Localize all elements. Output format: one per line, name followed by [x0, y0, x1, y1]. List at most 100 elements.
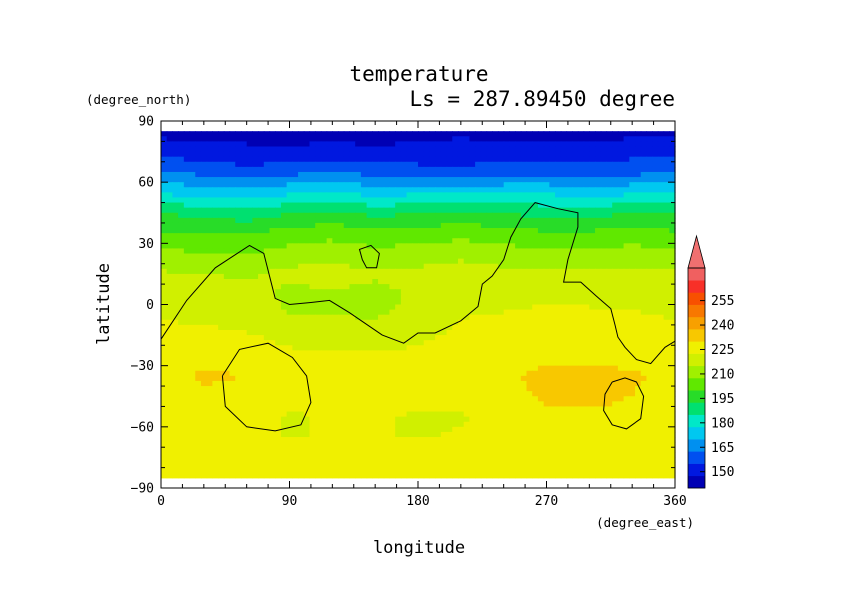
heatmap-cell: [161, 156, 168, 163]
heatmap-cell: [166, 253, 174, 260]
heatmap-cell: [509, 268, 516, 275]
heatmap-cell: [406, 273, 413, 280]
heatmap-cell: [589, 401, 596, 408]
heatmap-cell: [389, 136, 396, 142]
heatmap-cell: [623, 197, 630, 204]
heatmap-cell: [549, 309, 556, 316]
heatmap-cell: [429, 228, 436, 234]
heatmap-cell: [435, 233, 442, 239]
heatmap-cell: [566, 258, 573, 265]
heatmap-cell: [389, 268, 396, 275]
heatmap-cell: [509, 314, 516, 321]
heatmap-cell: [526, 263, 533, 270]
heatmap-cell: [617, 253, 625, 260]
heatmap-cell: [161, 299, 168, 306]
heatmap-cell: [292, 299, 299, 306]
heatmap-cell: [549, 182, 556, 188]
heatmap-cell: [577, 207, 585, 214]
heatmap-cell: [246, 228, 253, 234]
heatmap-cell: [617, 197, 625, 204]
heatmap-cell: [555, 319, 562, 326]
heatmap-cell: [263, 156, 271, 163]
heatmap-cell: [532, 355, 539, 362]
heatmap-cell: [503, 263, 510, 270]
heatmap-cell: [200, 243, 208, 250]
heatmap-cell: [617, 263, 625, 270]
heatmap-cell: [223, 166, 231, 173]
heatmap-cell: [423, 355, 431, 362]
heatmap-cell: [229, 335, 236, 341]
heatmap-cell: [349, 304, 356, 311]
heatmap-cell: [469, 161, 476, 168]
heatmap-cell: [652, 360, 659, 367]
heatmap-cell: [315, 396, 322, 402]
heatmap-cell: [286, 202, 293, 209]
heatmap-cell: [543, 294, 550, 301]
heatmap-cell: [200, 177, 208, 183]
heatmap-cell: [206, 365, 213, 372]
heatmap-cell: [640, 151, 648, 158]
heatmap-cell: [355, 324, 362, 331]
heatmap-cell: [338, 243, 345, 250]
heatmap-cell: [206, 136, 213, 142]
heatmap-cell: [480, 207, 488, 214]
heatmap-cell: [315, 365, 322, 372]
heatmap-cell: [543, 396, 550, 402]
heatmap-cell: [595, 268, 602, 275]
heatmap-cell: [183, 233, 191, 239]
heatmap-cell: [480, 299, 488, 306]
heatmap-cell: [435, 370, 442, 377]
heatmap-cell: [366, 141, 373, 148]
heatmap-cell: [532, 273, 539, 280]
heatmap-cell: [497, 268, 505, 275]
heatmap-cell: [469, 355, 476, 362]
heatmap-cell: [526, 350, 533, 357]
heatmap-cell: [612, 258, 619, 265]
heatmap-cell: [292, 253, 299, 260]
heatmap-cell: [440, 141, 448, 148]
heatmap-cell: [577, 386, 585, 392]
heatmap-cell: [623, 360, 630, 367]
heatmap-cell: [646, 329, 653, 336]
heatmap-cell: [298, 279, 305, 285]
heatmap-cell: [480, 335, 488, 341]
heatmap-cell: [389, 161, 396, 168]
heatmap-cell: [332, 294, 339, 301]
heatmap-cell: [338, 406, 345, 413]
heatmap-cell: [166, 386, 174, 392]
heatmap-cell: [452, 263, 459, 270]
heatmap-cell: [457, 233, 465, 239]
heatmap-cell: [423, 304, 431, 311]
heatmap-cell: [423, 268, 431, 275]
heatmap-cell: [515, 370, 522, 377]
heatmap-cell: [246, 375, 253, 382]
heatmap-cell: [486, 386, 493, 392]
heatmap-cell: [566, 161, 573, 168]
heatmap-cell: [400, 273, 408, 280]
heatmap-cell: [600, 314, 608, 321]
heatmap-cell: [583, 222, 590, 229]
heatmap-cell: [246, 177, 253, 183]
heatmap-cell: [258, 207, 265, 214]
heatmap-cell: [263, 294, 271, 301]
heatmap-cell: [343, 258, 351, 265]
heatmap-cell: [218, 279, 225, 285]
heatmap-cell: [652, 294, 659, 301]
heatmap-cell: [555, 131, 562, 137]
heatmap-cell: [406, 360, 413, 367]
heatmap-cell: [372, 263, 379, 270]
heatmap-cell: [663, 202, 670, 209]
heatmap-cell: [343, 192, 351, 199]
heatmap-cell: [457, 406, 465, 413]
heatmap-cell: [595, 136, 602, 142]
heatmap-cell: [640, 299, 648, 306]
heatmap-cell: [515, 314, 522, 321]
heatmap-cell: [589, 161, 596, 168]
heatmap-cell: [457, 365, 465, 372]
heatmap-cell: [606, 268, 613, 275]
heatmap-cell: [178, 355, 185, 362]
heatmap-cell: [252, 182, 259, 188]
heatmap-cell: [440, 355, 448, 362]
heatmap-cell: [360, 136, 368, 142]
heatmap-cell: [269, 406, 276, 413]
